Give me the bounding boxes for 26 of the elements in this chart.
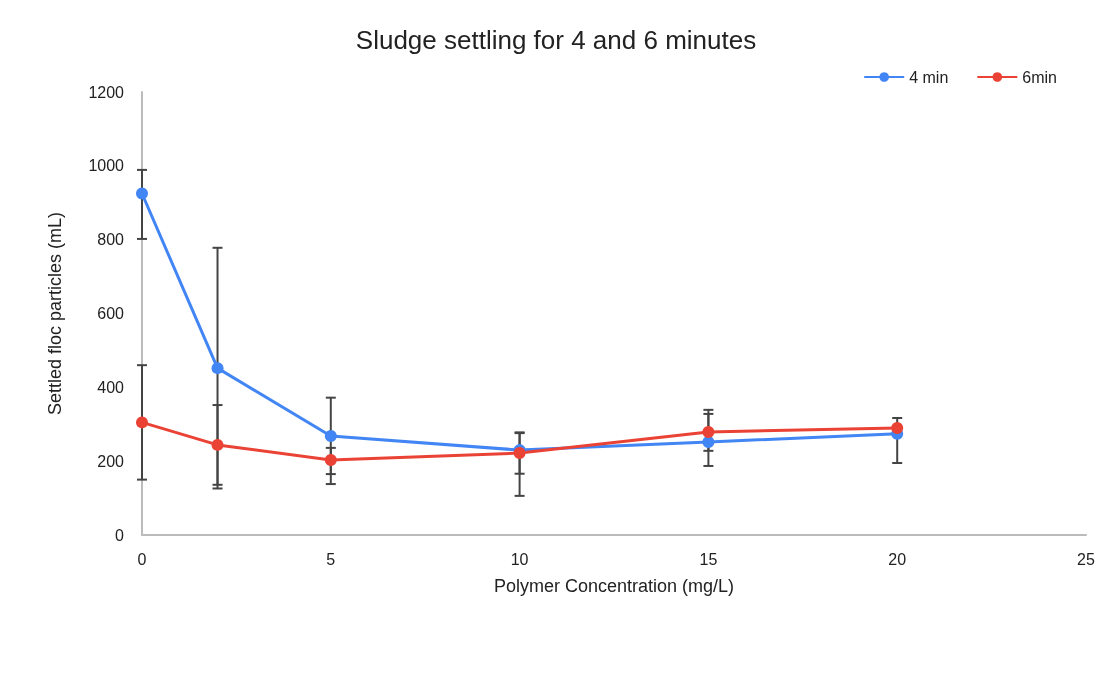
- point: [702, 426, 715, 438]
- x-tick-label: 20: [888, 550, 907, 568]
- x-tick-label: 15: [699, 550, 718, 568]
- y-axis-title: Settled floc particles (mL): [45, 211, 65, 416]
- chart-title: Sludge settling for 4 and 6 minutes: [355, 25, 757, 55]
- point: [211, 362, 224, 375]
- y-tick-label: 0: [115, 526, 125, 544]
- y-tick-label: 1000: [88, 157, 125, 175]
- point: [324, 454, 337, 467]
- y-tick-label: 800: [97, 231, 125, 249]
- point: [211, 438, 224, 451]
- point: [136, 416, 148, 429]
- legend-label: 6min: [1022, 68, 1058, 86]
- x-tick-label: 5: [326, 550, 336, 568]
- y-tick-label: 1200: [88, 83, 125, 101]
- x-tick-label: 0: [137, 550, 147, 568]
- point: [136, 187, 148, 200]
- point: [324, 430, 337, 443]
- x-axis-title: Polymer Concentration (mg/L): [493, 576, 735, 596]
- y-tick-label: 200: [97, 452, 125, 470]
- point: [891, 421, 904, 434]
- y-tick-label: 400: [97, 378, 125, 396]
- x-tick-label: 10: [510, 550, 529, 568]
- y-tick-label: 600: [97, 305, 125, 322]
- legend-label: 4 min: [909, 68, 949, 86]
- x-tick-label: 25: [1077, 550, 1095, 568]
